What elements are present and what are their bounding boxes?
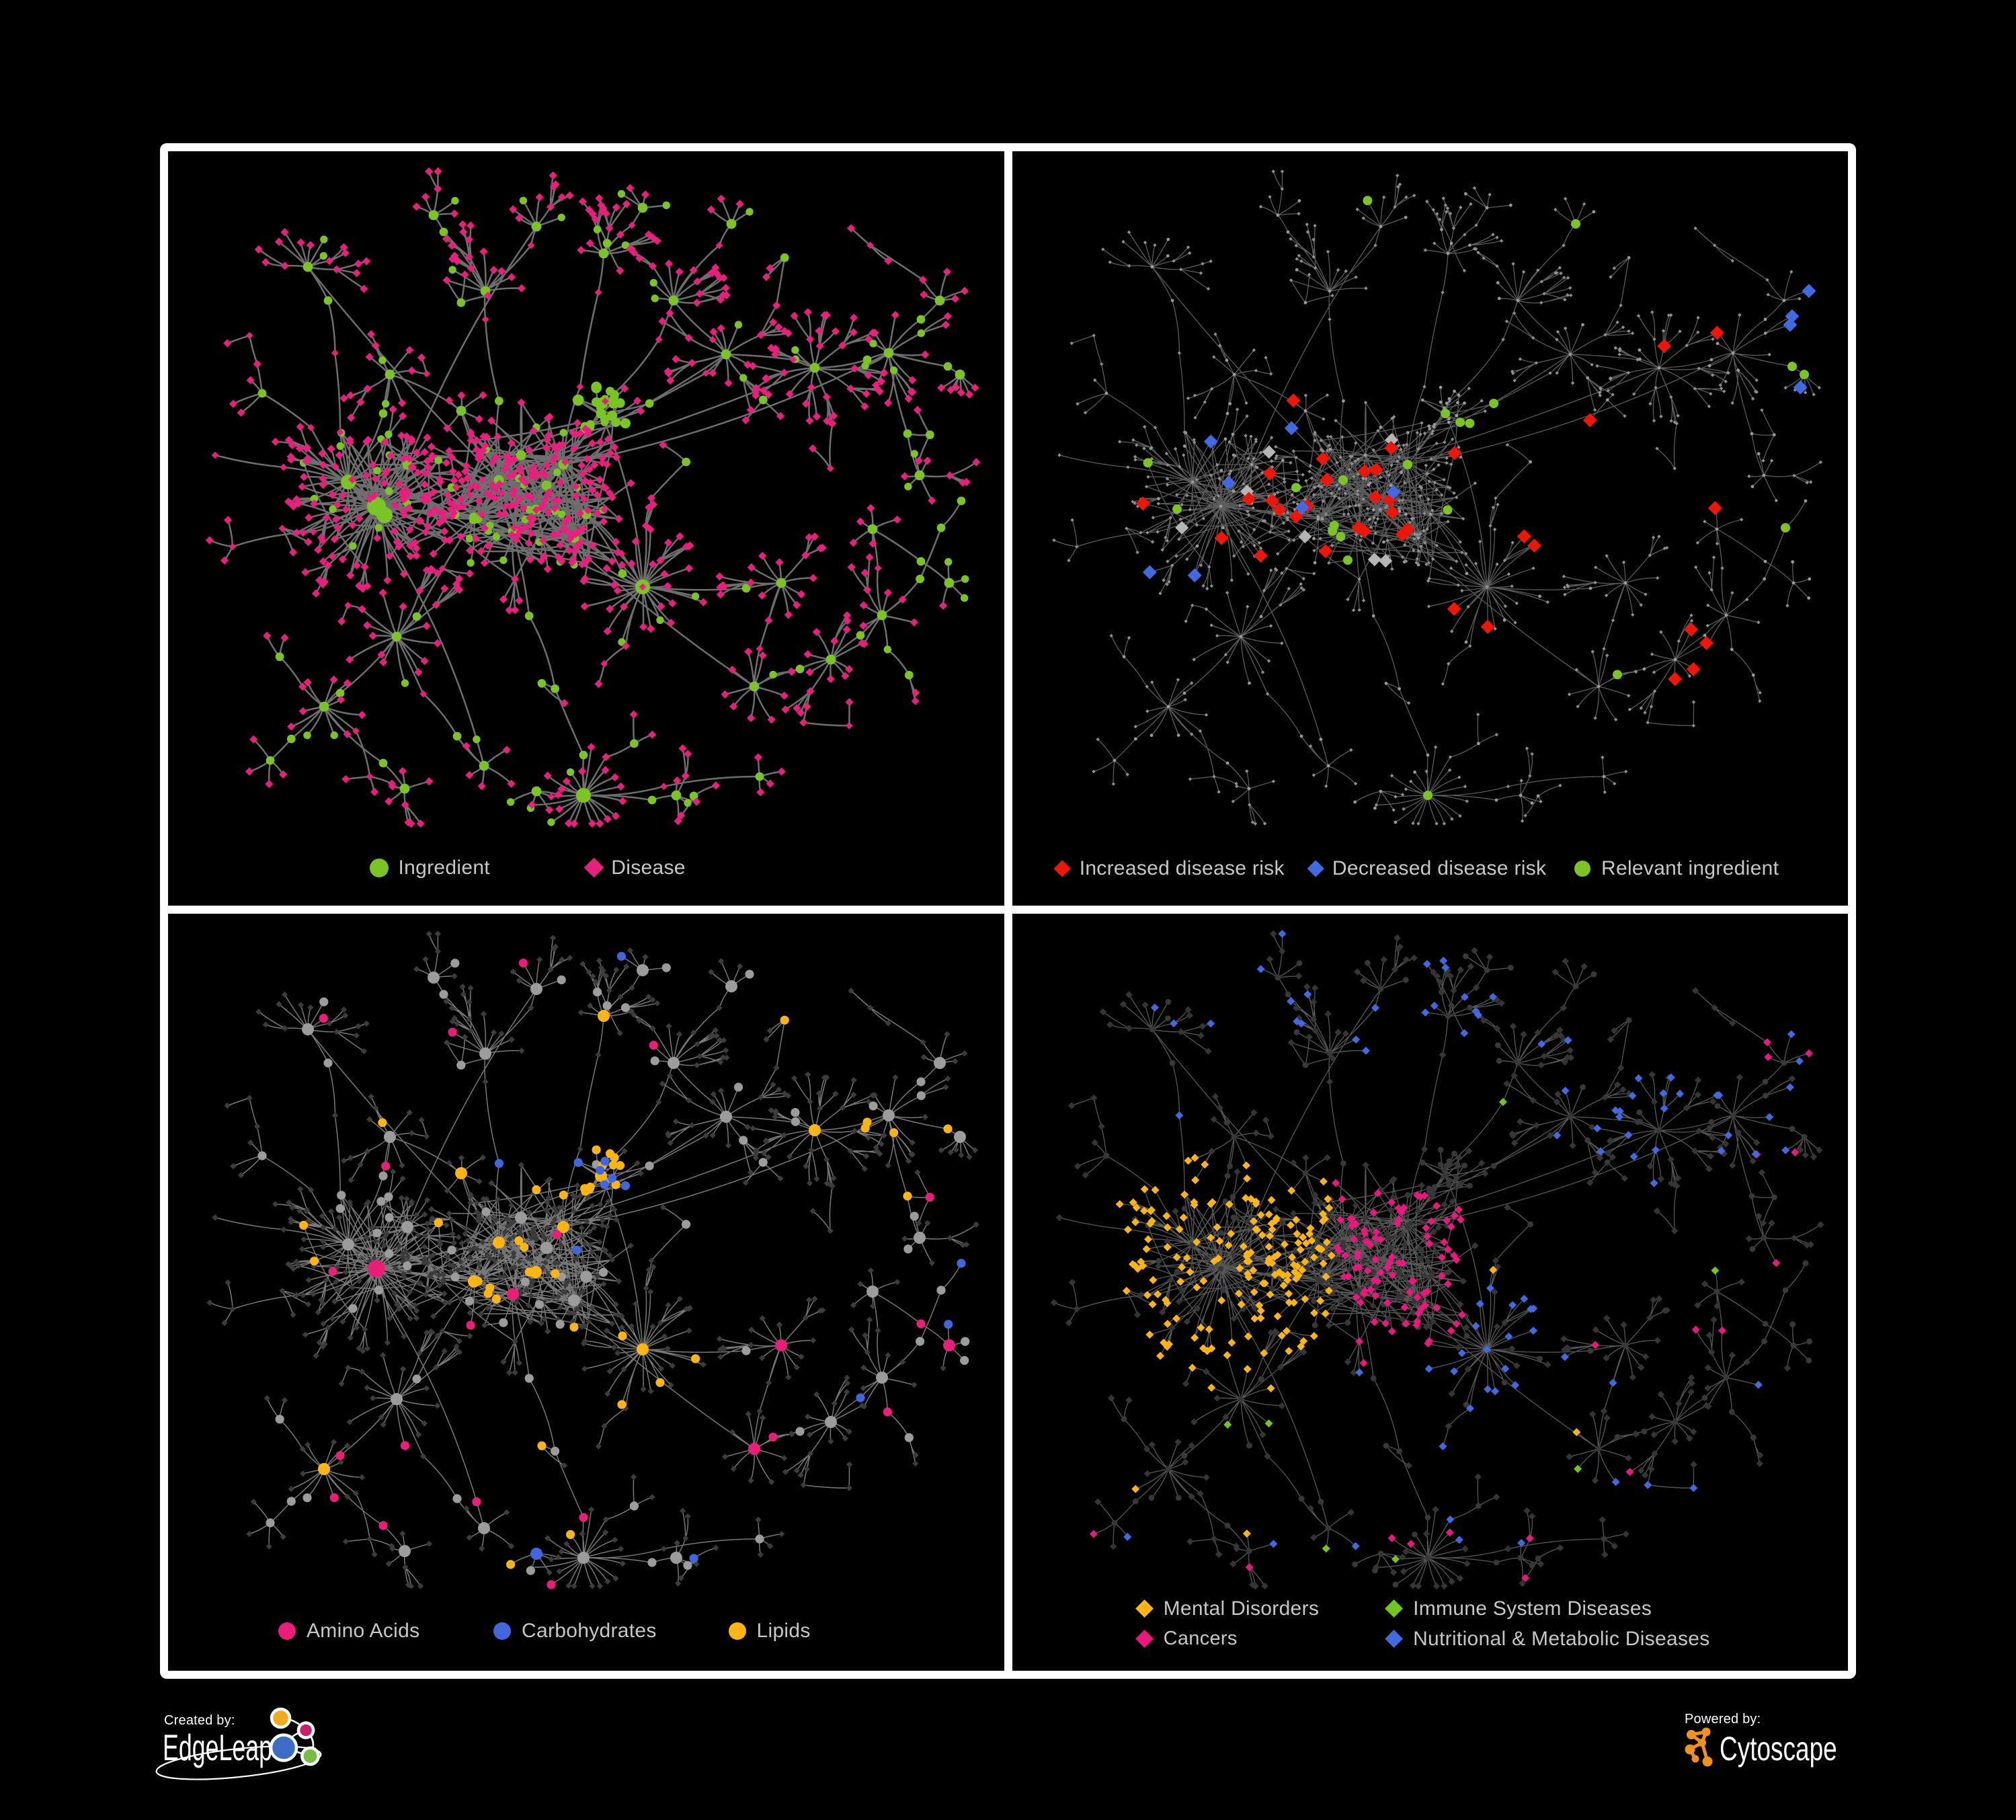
svg-text:EdgeLeap: EdgeLeap bbox=[163, 1727, 272, 1768]
svg-text:Cytoscape: Cytoscape bbox=[1720, 1731, 1837, 1768]
svg-text:Powered by:: Powered by: bbox=[1685, 1712, 1761, 1727]
svg-text:Created by:: Created by: bbox=[164, 1713, 235, 1728]
